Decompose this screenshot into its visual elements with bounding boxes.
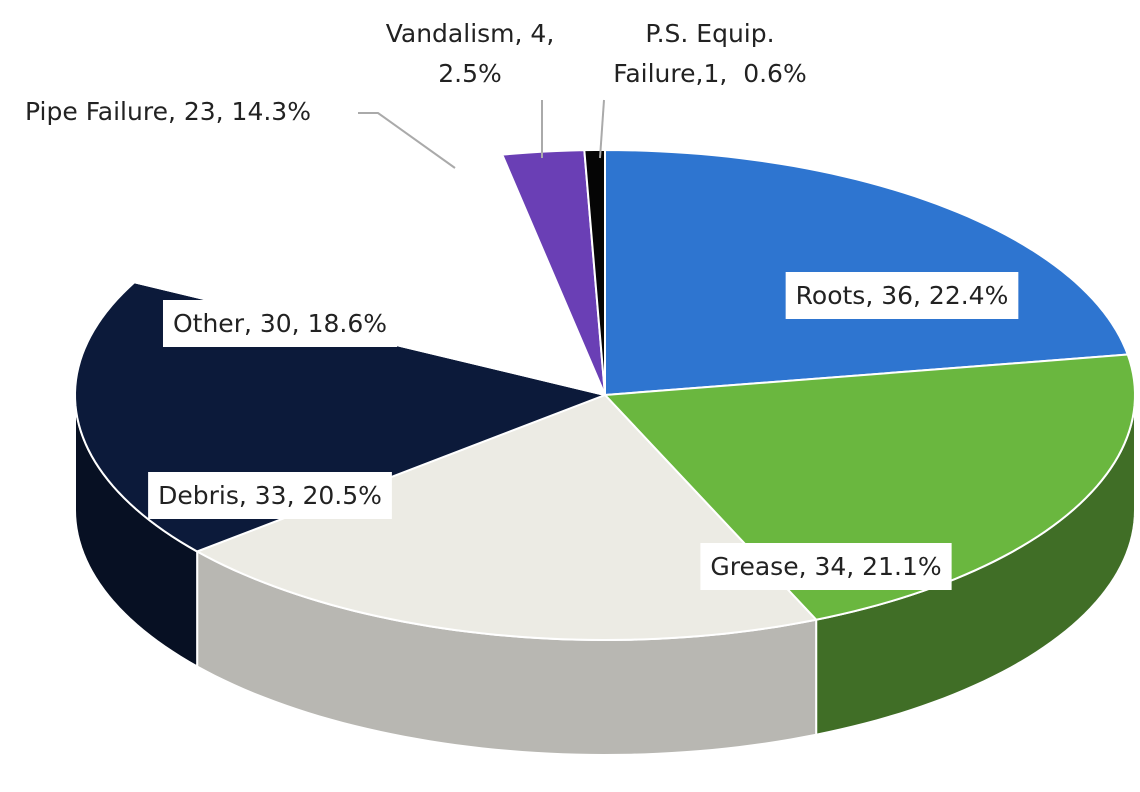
pie-slice: [583, 148, 606, 396]
leader-line: [358, 112, 456, 169]
data-label-text: P.S. Equip.: [645, 19, 774, 48]
pie-slice: [194, 393, 819, 641]
label-box: [148, 472, 392, 519]
data-label-text: Debris, 33, 20.5%: [158, 481, 382, 510]
data-label: Vandalism, 4, 2.5%: [386, 19, 555, 88]
pie-slice: [132, 153, 607, 397]
data-label-text: Other, 30, 18.6%: [173, 309, 387, 338]
labels: Roots, 36, 22.4% Grease, 34, 21.1% Debris,…: [25, 19, 1019, 590]
data-label-text: Vandalism, 4,: [386, 19, 555, 48]
data-label-text: Roots, 36, 22.4%: [796, 281, 1009, 310]
pie-slice: [500, 149, 606, 396]
data-label: Pipe Failure, 23, 14.3%: [25, 97, 311, 126]
label-box: [700, 543, 952, 590]
data-label: Grease, 34, 21.1%: [700, 543, 952, 590]
data-label: Roots, 36, 22.4%: [785, 272, 1019, 319]
data-label-text: Failure,1, 0.6%: [613, 59, 806, 88]
pie-slice: [602, 353, 1136, 621]
leader-line: [599, 99, 605, 159]
data-label: Other, 30, 18.6%: [162, 300, 398, 347]
data-label-text: Grease, 34, 21.1%: [710, 552, 941, 581]
data-label: Debris, 33, 20.5%: [148, 472, 392, 519]
pie-tops: [74, 148, 1136, 641]
label-box: [162, 300, 398, 347]
label-box: [785, 272, 1019, 319]
data-label-text: Pipe Failure, 23, 14.3%: [25, 97, 311, 126]
data-label: P.S. Equip. Failure,1, 0.6%: [613, 19, 806, 88]
pie-sides: [74, 394, 1136, 756]
data-label-text: 2.5%: [438, 59, 502, 88]
